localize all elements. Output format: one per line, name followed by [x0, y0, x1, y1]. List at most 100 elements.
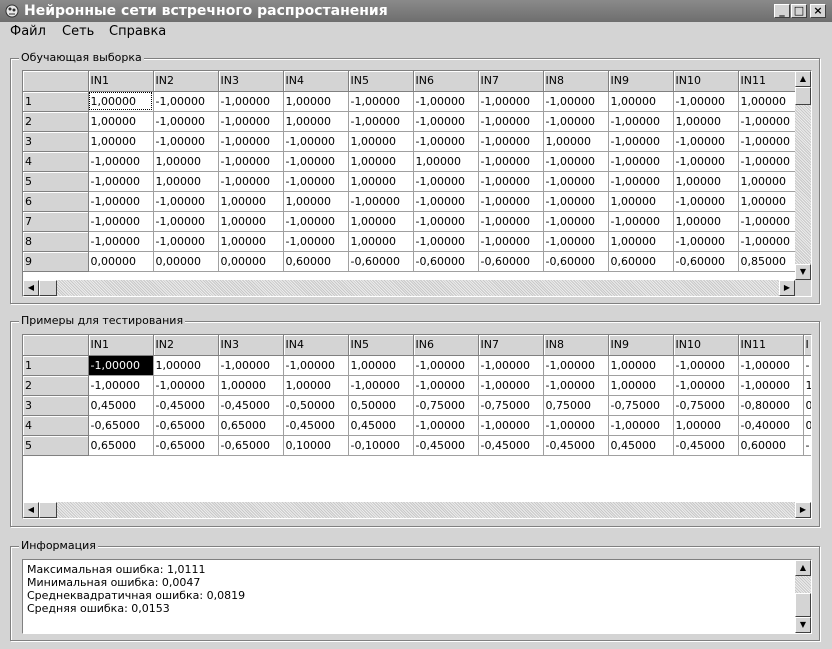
- table-cell[interactable]: 0,65000: [88, 435, 154, 456]
- table-cell[interactable]: -1,00000: [673, 231, 739, 252]
- table-cell[interactable]: 1,00000: [218, 375, 284, 396]
- table-cell[interactable]: -1,00000: [348, 111, 414, 132]
- table-cell[interactable]: -1,00000: [153, 131, 219, 152]
- column-header[interactable]: IN6: [413, 71, 479, 92]
- table-cell[interactable]: -1,00000: [88, 171, 154, 192]
- table-cell[interactable]: 0,10000: [283, 435, 349, 456]
- table-cell[interactable]: -1,00000: [673, 355, 739, 376]
- table-cell[interactable]: 1,00000: [153, 355, 219, 376]
- table-cell[interactable]: 0: [803, 395, 811, 416]
- table-cell[interactable]: -1,00000: [88, 355, 154, 376]
- table-cell[interactable]: 1,00000: [153, 151, 219, 172]
- menu-network[interactable]: Сеть: [62, 24, 95, 39]
- row-header[interactable]: 3: [23, 131, 89, 152]
- table-cell[interactable]: -1,00000: [543, 111, 609, 132]
- table-cell[interactable]: -0,45000: [153, 395, 219, 416]
- table-cell[interactable]: -1,00000: [348, 191, 414, 212]
- scroll-right-button[interactable]: ▶: [779, 280, 795, 296]
- table-cell[interactable]: -0,40000: [738, 415, 804, 436]
- table-cell[interactable]: -1,00000: [478, 151, 544, 172]
- table-cell[interactable]: -1,00000: [413, 91, 479, 112]
- column-header[interactable]: IN10: [673, 71, 739, 92]
- table-cell[interactable]: 0,65000: [218, 415, 284, 436]
- training-vscroll[interactable]: ▲ ▼: [795, 71, 811, 280]
- table-cell[interactable]: -1,00000: [88, 211, 154, 232]
- table-cell[interactable]: -1,00000: [88, 151, 154, 172]
- column-header[interactable]: IN7: [478, 71, 544, 92]
- table-cell[interactable]: -1,00000: [413, 111, 479, 132]
- table-cell[interactable]: 1,00000: [348, 231, 414, 252]
- column-header[interactable]: IN2: [153, 71, 219, 92]
- column-header[interactable]: IN8: [543, 71, 609, 92]
- table-cell[interactable]: -1,00000: [478, 355, 544, 376]
- table-cell[interactable]: -1,00000: [283, 211, 349, 232]
- table-cell[interactable]: 1,00000: [413, 151, 479, 172]
- table-cell[interactable]: -1,00000: [283, 131, 349, 152]
- row-header[interactable]: 8: [23, 231, 89, 252]
- table-cell[interactable]: -1,00000: [543, 375, 609, 396]
- table-cell[interactable]: 1,00000: [283, 111, 349, 132]
- table-cell[interactable]: -0,60000: [413, 251, 479, 272]
- table-cell[interactable]: -1,00000: [478, 131, 544, 152]
- table-cell[interactable]: 1,00000: [673, 111, 739, 132]
- table-cell[interactable]: -1,00000: [88, 191, 154, 212]
- table-cell[interactable]: 1,00000: [348, 211, 414, 232]
- table-cell[interactable]: -1,00000: [153, 111, 219, 132]
- table-cell[interactable]: 0,00000: [153, 251, 219, 272]
- table-cell[interactable]: -1,00000: [478, 375, 544, 396]
- table-cell[interactable]: 1,00000: [738, 171, 804, 192]
- scroll-left-button[interactable]: ◀: [23, 280, 39, 296]
- table-cell[interactable]: -0,45000: [478, 435, 544, 456]
- table-cell[interactable]: -1,00000: [478, 231, 544, 252]
- table-cell[interactable]: -1,00000: [673, 375, 739, 396]
- table-cell[interactable]: 0,50000: [348, 395, 414, 416]
- table-cell[interactable]: 1,00000: [283, 191, 349, 212]
- column-header[interactable]: IN3: [218, 335, 284, 356]
- table-cell[interactable]: -0,65000: [218, 435, 284, 456]
- table-cell[interactable]: -1,00000: [153, 375, 219, 396]
- table-cell[interactable]: -1,00000: [153, 231, 219, 252]
- table-cell[interactable]: -1,00000: [673, 151, 739, 172]
- table-cell[interactable]: 1,00000: [218, 211, 284, 232]
- table-cell[interactable]: -1,00000: [673, 191, 739, 212]
- table-cell[interactable]: -0,50000: [283, 395, 349, 416]
- table-cell[interactable]: -1,00000: [608, 171, 674, 192]
- table-cell[interactable]: 0,45000: [88, 395, 154, 416]
- table-cell[interactable]: -0,75000: [478, 395, 544, 416]
- table-cell[interactable]: -1,00000: [543, 231, 609, 252]
- table-cell[interactable]: -1,00000: [218, 171, 284, 192]
- table-cell[interactable]: -1,00000: [218, 91, 284, 112]
- table-cell[interactable]: 0,45000: [348, 415, 414, 436]
- table-cell[interactable]: -1,00000: [608, 131, 674, 152]
- scroll-left-button[interactable]: ◀: [23, 502, 39, 518]
- table-cell[interactable]: -1,00000: [478, 211, 544, 232]
- column-header[interactable]: IN5: [348, 335, 414, 356]
- table-cell[interactable]: -1,00000: [283, 231, 349, 252]
- table-cell[interactable]: -1,00000: [88, 231, 154, 252]
- table-cell[interactable]: 0: [803, 415, 811, 436]
- table-cell[interactable]: -1,00000: [88, 375, 154, 396]
- table-cell[interactable]: -1,00000: [608, 151, 674, 172]
- row-header[interactable]: 9: [23, 251, 89, 272]
- table-cell[interactable]: -0,60000: [543, 251, 609, 272]
- training-hscroll[interactable]: ◀ ▶: [23, 280, 795, 296]
- table-cell[interactable]: -0,10000: [348, 435, 414, 456]
- column-header[interactable]: IN2: [153, 335, 219, 356]
- table-cell[interactable]: -1,00000: [738, 355, 804, 376]
- column-header[interactable]: IN10: [673, 335, 739, 356]
- table-cell[interactable]: -1,00000: [413, 191, 479, 212]
- maximize-button[interactable]: □: [791, 4, 807, 18]
- table-cell[interactable]: 1,00000: [673, 415, 739, 436]
- table-cell[interactable]: 1,00000: [608, 191, 674, 212]
- table-cell[interactable]: 1,00000: [283, 91, 349, 112]
- scroll-right-button[interactable]: ▶: [795, 502, 811, 518]
- column-header[interactable]: I: [803, 335, 811, 356]
- table-cell[interactable]: 1,00000: [348, 355, 414, 376]
- row-header[interactable]: 4: [23, 415, 89, 436]
- table-cell[interactable]: -0,60000: [348, 251, 414, 272]
- table-cell[interactable]: -1,00000: [413, 355, 479, 376]
- table-cell[interactable]: -1,00000: [413, 131, 479, 152]
- training-grid[interactable]: IN1 IN2 IN3 IN4 IN5 IN6 IN7 IN8 IN9 IN10 IN11 1 1,00…: [22, 70, 812, 297]
- table-cell[interactable]: 1,00000: [608, 91, 674, 112]
- column-header[interactable]: IN7: [478, 335, 544, 356]
